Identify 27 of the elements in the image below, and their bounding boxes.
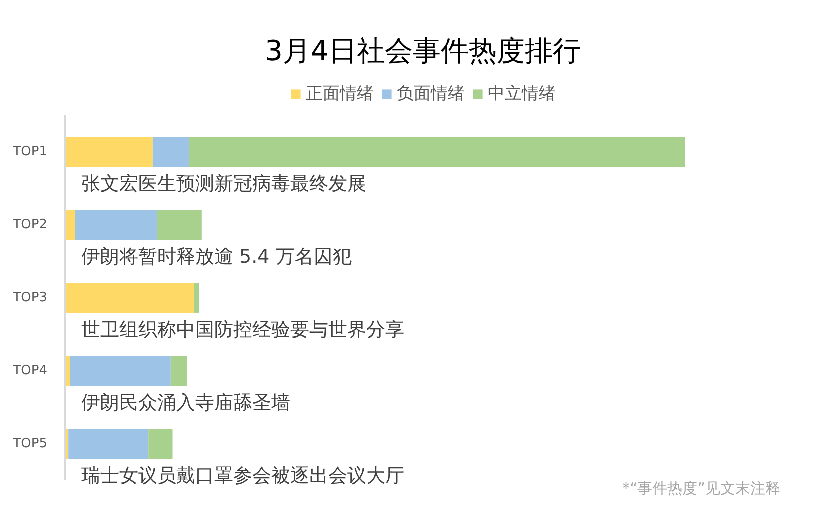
bar <box>170 356 188 386</box>
annotation: 瑞士女议员戴口罩参会被逐出会议大厅 <box>82 465 404 487</box>
bar <box>70 356 171 386</box>
bar <box>68 429 149 459</box>
legend-label: 正面情绪 <box>306 83 374 105</box>
legend-label: 中立情绪 <box>488 83 556 105</box>
bar <box>66 283 194 313</box>
y-tick-label: TOP4 <box>12 364 48 378</box>
annotation: 世卫组织称中国防控经验要与世界分享 <box>82 319 404 341</box>
annotation: 伊朗将暂时释放逾 5.4 万名囚犯 <box>82 246 352 268</box>
bar <box>157 210 202 240</box>
chart-title: 3月4日社会事件热度排行 <box>265 34 581 68</box>
bar <box>194 283 200 313</box>
bar <box>66 137 153 167</box>
y-tick-label: TOP3 <box>12 290 48 306</box>
y-tick-label: TOP1 <box>12 144 48 160</box>
bar <box>190 137 686 167</box>
annotation: 伊朗民众涌入寺庙舔圣墙 <box>82 392 290 414</box>
bar <box>152 137 190 167</box>
annotation: 张文宏医生预测新冠病毒最终发展 <box>82 173 366 195</box>
bar <box>148 429 173 459</box>
annotation: *“事件热度”见文末注释 <box>622 480 781 498</box>
legend-label: 负面情绪 <box>397 83 465 105</box>
y-tick-label: TOP5 <box>12 436 48 452</box>
bar <box>75 210 158 240</box>
bar <box>66 210 76 240</box>
y-tick-label: TOP2 <box>12 218 48 232</box>
